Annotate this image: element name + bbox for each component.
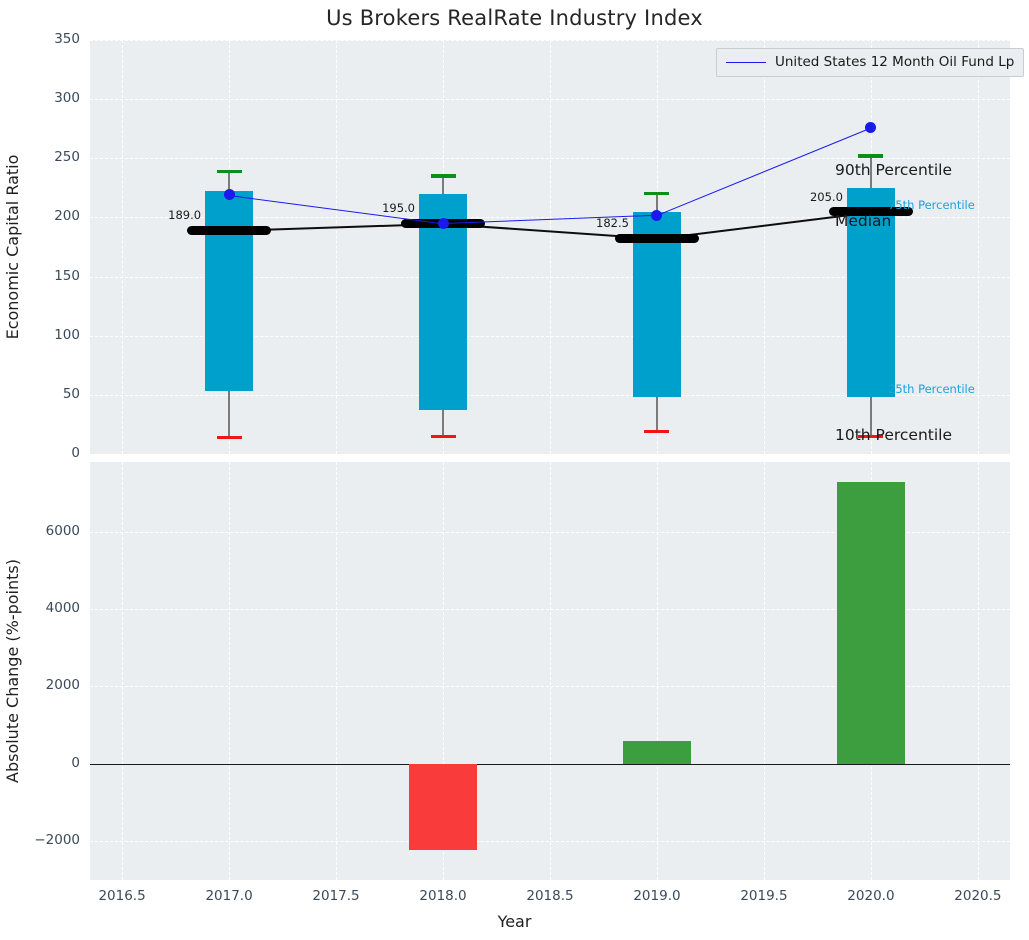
top-y-tick-label: 350 (10, 31, 80, 47)
top-gridline-vertical (978, 40, 979, 454)
x-axis-label: Year (0, 912, 1029, 931)
legend-line-icon (726, 62, 766, 63)
median-value-label: 195.0 (345, 201, 415, 215)
x-tick-label: 2020.0 (826, 888, 916, 904)
bottom-y-tick-label: 2000 (10, 677, 80, 693)
oil-fund-data-point (438, 218, 449, 229)
top-y-tick-label: 250 (10, 149, 80, 165)
annotation-25th-percentile: 25th Percentile (888, 382, 975, 396)
median-value-label: 189.0 (131, 208, 201, 222)
top-y-tick-label: 300 (10, 90, 80, 106)
x-tick-label: 2017.5 (291, 888, 381, 904)
x-tick-label: 2017.0 (184, 888, 274, 904)
legend-label: United States 12 Month Oil Fund Lp (775, 54, 1014, 70)
absolute-change-bar (409, 764, 477, 850)
bottom-gridline-vertical (229, 462, 230, 880)
legend: United States 12 Month Oil Fund Lp (716, 48, 1024, 77)
top-y-axis-label: Economic Capital Ratio (3, 155, 22, 340)
oil-fund-data-point (651, 210, 662, 221)
x-tick-label: 2018.0 (398, 888, 488, 904)
absolute-change-bar (837, 482, 905, 764)
chart-title: Us Brokers RealRate Industry Index (0, 6, 1029, 30)
absolute-change-bar (623, 741, 691, 764)
bottom-y-tick-label: 4000 (10, 600, 80, 616)
top-y-tick-label: 100 (10, 327, 80, 343)
bottom-plot-panel (90, 462, 1010, 880)
top-y-tick-label: 0 (10, 445, 80, 461)
percentile-box (205, 191, 253, 391)
x-tick-label: 2016.5 (77, 888, 167, 904)
bottom-gridline-vertical (657, 462, 658, 880)
median-bar (615, 234, 699, 243)
p10-cap (217, 436, 242, 439)
x-tick-label: 2019.0 (612, 888, 702, 904)
bottom-y-axis-label: Absolute Change (%-points) (3, 559, 22, 783)
bottom-gridline-vertical (336, 462, 337, 880)
annotation-75th-percentile: 75th Percentile (888, 198, 975, 212)
p90-cap (217, 170, 242, 173)
median-value-label: 205.0 (773, 190, 843, 204)
bottom-gridline-vertical (978, 462, 979, 880)
chart-root: Us Brokers RealRate Industry Index 189.0… (0, 0, 1029, 940)
bottom-zero-line (90, 764, 1010, 765)
p90-cap (644, 192, 669, 195)
top-gridline-vertical (336, 40, 337, 454)
annotation-median: Median (835, 212, 891, 230)
top-gridline-vertical (764, 40, 765, 454)
top-y-tick-label: 150 (10, 268, 80, 284)
bottom-gridline-vertical (764, 462, 765, 880)
top-gridline-vertical (122, 40, 123, 454)
p90-cap (431, 174, 456, 177)
top-gridline-vertical (550, 40, 551, 454)
p10-cap (431, 435, 456, 438)
oil-fund-data-point (865, 122, 876, 133)
x-tick-label: 2020.5 (933, 888, 1023, 904)
top-plot-panel: 189.0195.0182.5205.0 (90, 40, 1010, 454)
bottom-y-tick-label: 0 (10, 755, 80, 771)
oil-fund-data-point (224, 189, 235, 200)
top-y-tick-label: 50 (10, 386, 80, 402)
x-tick-label: 2019.5 (719, 888, 809, 904)
bottom-y-tick-label: −2000 (10, 832, 80, 848)
annotation-10th-percentile: 10th Percentile (835, 426, 952, 444)
p10-cap (644, 430, 669, 433)
x-tick-label: 2018.5 (505, 888, 595, 904)
bottom-gridline-vertical (122, 462, 123, 880)
bottom-gridline-vertical (550, 462, 551, 880)
bottom-y-tick-label: 6000 (10, 523, 80, 539)
median-bar (187, 226, 271, 235)
p90-cap (858, 154, 883, 157)
top-y-tick-label: 200 (10, 208, 80, 224)
annotation-90th-percentile: 90th Percentile (835, 161, 952, 179)
